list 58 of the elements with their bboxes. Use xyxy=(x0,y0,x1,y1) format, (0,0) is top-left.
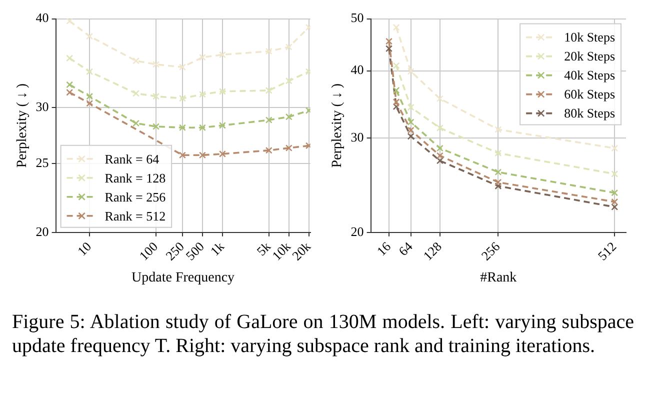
point xyxy=(392,103,400,110)
point xyxy=(611,170,618,178)
point xyxy=(392,86,400,94)
y-tick-label: 40 xyxy=(36,10,49,26)
x-tick-label: 1k xyxy=(207,238,228,259)
point xyxy=(494,168,502,176)
legend-label: 40k Steps xyxy=(564,68,615,83)
point xyxy=(392,62,400,70)
point xyxy=(407,132,414,140)
y-tick-label: 30 xyxy=(36,98,49,114)
point xyxy=(407,68,414,75)
point xyxy=(436,152,444,160)
point xyxy=(494,182,502,190)
point xyxy=(611,144,618,152)
caption: Figure 5: Ablation study of GaLore on 130M models. Left: varying subspace update frequency T. Right: varying subspace rank and training iterations. xyxy=(11,310,635,358)
point xyxy=(392,24,400,31)
legend-label: 20k Steps xyxy=(564,48,615,64)
point xyxy=(494,150,502,157)
point xyxy=(494,178,502,186)
x-tick-label: 10 xyxy=(74,238,94,259)
x-tick-label: 100 xyxy=(136,238,161,264)
x-tick-label: 5k xyxy=(254,238,274,259)
point xyxy=(611,189,618,196)
y-tick-label: 25 xyxy=(36,155,49,170)
y-tick-label: 20 xyxy=(36,224,49,239)
legend-label: Rank = 64 xyxy=(104,151,160,166)
point xyxy=(407,126,414,134)
legend-label: Rank = 128 xyxy=(104,170,166,186)
y-axis-title: Perplexity ( ↓ ) xyxy=(15,83,30,168)
x-axis-title: #Rank xyxy=(480,270,517,286)
legend-label: 60k Steps xyxy=(564,86,615,102)
x-tick-label: 64 xyxy=(396,238,416,259)
x-axis-title: Update Frequency xyxy=(132,270,235,286)
point xyxy=(436,95,444,102)
x-tick-label: 128 xyxy=(420,238,444,264)
legend-label: Rank = 256 xyxy=(104,189,166,204)
point xyxy=(611,198,618,206)
legend-label: Rank = 512 xyxy=(104,208,166,224)
point xyxy=(494,126,502,133)
point xyxy=(436,144,444,152)
point xyxy=(392,98,400,106)
point xyxy=(436,157,444,164)
x-tick-label: 16 xyxy=(374,238,394,259)
point xyxy=(386,45,392,52)
point xyxy=(407,118,414,126)
y-tick-label: 20 xyxy=(350,224,364,239)
x-tick-label: 512 xyxy=(594,238,620,264)
point xyxy=(407,104,414,111)
point xyxy=(436,124,444,132)
y-tick-label: 40 xyxy=(350,62,364,78)
point xyxy=(386,38,392,45)
legend-label: 10k Steps xyxy=(564,30,615,45)
point xyxy=(611,204,618,210)
legend-label: 80k Steps xyxy=(564,106,615,121)
y-tick-label: 30 xyxy=(350,129,364,144)
y-axis-title: Perplexity ( ↓ ) xyxy=(330,83,346,168)
y-tick-label: 50 xyxy=(350,10,364,26)
x-tick-label: 256 xyxy=(478,238,504,264)
